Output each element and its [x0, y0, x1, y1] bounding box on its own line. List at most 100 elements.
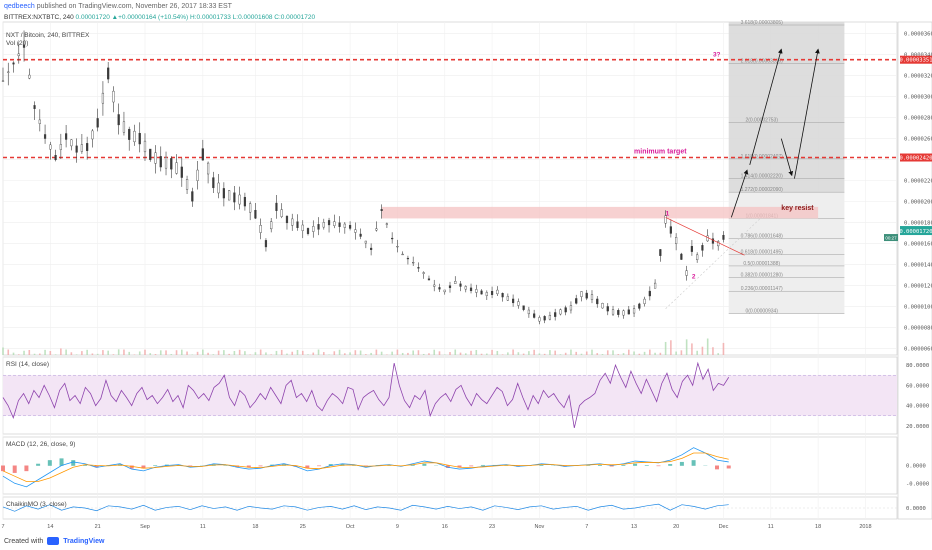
countdown-tag	[884, 234, 898, 242]
volume-bar	[217, 350, 220, 355]
candle-body	[264, 240, 268, 248]
current-price-tag	[900, 226, 932, 236]
candle-body	[275, 202, 278, 211]
candle-body	[559, 309, 562, 315]
macd-histogram-bar	[47, 460, 52, 466]
candle-body	[517, 301, 520, 306]
rsi-y-tick: 60.0000	[906, 383, 929, 389]
candle-body	[301, 224, 304, 231]
candle-body	[448, 285, 452, 288]
volume-bar	[296, 349, 299, 355]
candle-body	[306, 228, 310, 234]
macd-histogram-bar	[59, 458, 64, 466]
volume-bar	[559, 354, 562, 355]
volume-bar	[433, 349, 436, 355]
volume-bar	[96, 353, 99, 355]
publisher-name[interactable]: qedbeech	[4, 3, 35, 10]
brand-name[interactable]: TradingView	[63, 537, 105, 545]
volume-bar	[254, 352, 257, 355]
macd-histogram-bar	[129, 465, 134, 469]
x-tick-label: 18	[252, 524, 258, 530]
volume-bar	[496, 350, 499, 355]
candle-body	[569, 305, 573, 311]
candle-body	[543, 316, 546, 321]
candle-body	[701, 245, 704, 251]
fib-level-label: 0.382(0.00001280)	[741, 272, 784, 278]
volume-bar	[170, 354, 173, 355]
candle-body	[380, 209, 383, 211]
volume-bar	[680, 350, 683, 355]
candle-body	[422, 272, 425, 274]
candle-body	[617, 310, 620, 315]
drawings: minimum target key resist 1 2 3?	[634, 48, 820, 309]
volume-bar	[54, 354, 57, 355]
candle-body	[327, 220, 331, 226]
y-tick-label: 0.00002800	[904, 116, 932, 122]
candle-body	[280, 209, 283, 217]
y-tick-label: 0.00001000	[904, 305, 932, 311]
y-tick-label: 0.00003600	[904, 32, 932, 38]
volume-bar	[291, 351, 294, 355]
candle-body	[622, 310, 625, 316]
fib-level-label: 3.618(0.00003805)	[741, 20, 784, 26]
macd-histogram-bar	[1, 465, 5, 472]
candle-body	[469, 287, 473, 292]
volume-bar	[549, 350, 551, 355]
uptrend-line	[665, 218, 761, 309]
pane-frame-3	[2, 496, 898, 520]
candle-body	[638, 303, 641, 309]
volume-bar	[275, 350, 278, 355]
candle-body	[359, 233, 362, 237]
volume-bar	[438, 351, 441, 355]
candle-body	[170, 158, 173, 170]
y-tick-label: 0.00001800	[904, 221, 932, 227]
macd-histogram-bar	[644, 465, 649, 466]
candle-body	[112, 90, 115, 103]
candle-body	[412, 262, 415, 264]
macd-signal-line	[2, 452, 729, 482]
volume-bar	[186, 351, 188, 355]
candle-body	[632, 308, 636, 314]
price-series	[1, 30, 725, 325]
macd-histogram-bar	[621, 464, 626, 466]
volume-bar	[202, 349, 204, 355]
candle-body	[690, 245, 694, 252]
candle-body	[296, 221, 299, 228]
macd-histogram-bar	[71, 460, 76, 466]
macd-histogram-bar	[715, 465, 720, 470]
candle-body	[396, 245, 399, 248]
candle-body	[706, 235, 709, 242]
candle-body	[217, 182, 220, 194]
volume-bar	[622, 353, 625, 355]
candle-body	[180, 166, 183, 178]
candle-body	[685, 270, 688, 276]
y-tick-label: 0.00001600	[904, 242, 932, 248]
volume-bar	[286, 353, 288, 355]
candle-body	[80, 144, 83, 152]
volume-bar	[228, 353, 230, 355]
candle-body	[317, 224, 320, 230]
countdown-label: 00:27	[885, 236, 897, 241]
macd-histogram-bar	[36, 463, 41, 466]
candle-body	[17, 53, 20, 57]
candle-body	[159, 156, 162, 168]
volume-bar	[138, 351, 141, 355]
volume-bar	[49, 351, 52, 355]
x-tick-label: 21	[95, 524, 101, 530]
candle-body	[417, 267, 420, 269]
candle-body	[443, 289, 446, 293]
key-resist-zone	[381, 206, 819, 219]
volume-bar	[102, 350, 104, 355]
candle-body	[154, 152, 157, 164]
fib-level-label: 1.414(0.00002220)	[741, 174, 784, 180]
volume-bar	[33, 353, 36, 355]
candle-body	[12, 62, 15, 65]
candle-body	[564, 307, 567, 313]
candle-body	[28, 74, 31, 79]
macd-histogram-bar	[668, 464, 673, 466]
candle-body	[101, 92, 105, 104]
macd-y-tick: 0.0000	[906, 464, 926, 470]
macd-histogram-bar	[586, 465, 591, 466]
candle-body	[675, 237, 678, 244]
